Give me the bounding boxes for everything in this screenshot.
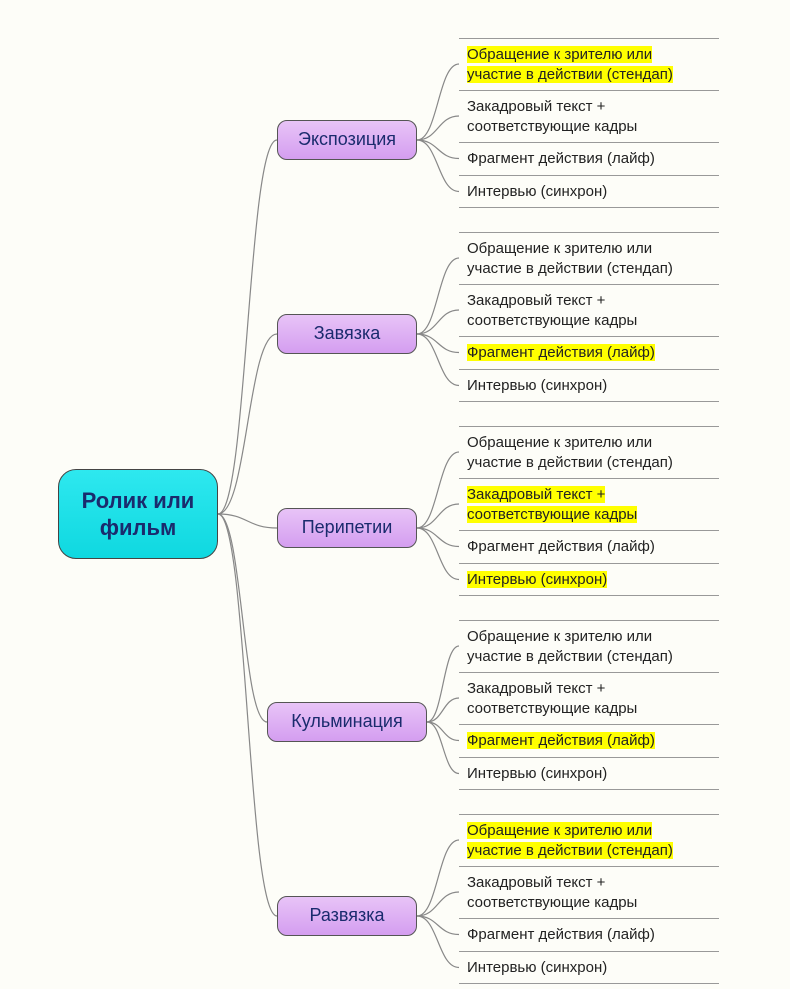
branch-label: Завязка (314, 323, 381, 345)
leaf-item: Интервью (синхрон) (459, 564, 719, 597)
branch-peripetii: Перипетии (277, 508, 417, 548)
leaf-item: Закадровый текст + соответствующие кадры (459, 91, 719, 143)
branch-label: Перипетии (302, 517, 393, 539)
leaf-group-kulminatsiya: Обращение к зрителю или участие в действ… (459, 620, 719, 790)
leaf-item: Фрагмент действия (лайф) (459, 725, 719, 758)
leaf-item: Обращение к зрителю или участие в действ… (459, 233, 719, 285)
leaf-item: Фрагмент действия (лайф) (459, 531, 719, 564)
leaf-item: Закадровый текст + соответствующие кадры (459, 479, 719, 531)
leaf-item: Закадровый текст + соответствующие кадры (459, 867, 719, 919)
branch-kulminatsiya: Кульминация (267, 702, 427, 742)
leaf-item: Интервью (синхрон) (459, 370, 719, 403)
branch-label: Кульминация (291, 711, 402, 733)
leaf-group-razvyazka: Обращение к зрителю или участие в действ… (459, 814, 719, 984)
leaf-item: Интервью (синхрон) (459, 758, 719, 791)
branch-expo: Экспозиция (277, 120, 417, 160)
leaf-item: Закадровый текст + соответствующие кадры (459, 285, 719, 337)
leaf-item: Фрагмент действия (лайф) (459, 337, 719, 370)
leaf-item: Фрагмент действия (лайф) (459, 143, 719, 176)
mindmap-canvas: Ролик или фильм Экспозиция Завязка Перип… (0, 0, 790, 989)
branch-label: Экспозиция (298, 129, 396, 151)
leaf-group-peripetii: Обращение к зрителю или участие в действ… (459, 426, 719, 596)
root-label: Ролик или фильм (75, 487, 201, 542)
leaf-item: Интервью (синхрон) (459, 176, 719, 209)
leaf-item: Обращение к зрителю или участие в действ… (459, 427, 719, 479)
branch-razvyazka: Развязка (277, 896, 417, 936)
branch-zavyazka: Завязка (277, 314, 417, 354)
root-node: Ролик или фильм (58, 469, 218, 559)
leaf-item: Обращение к зрителю или участие в действ… (459, 815, 719, 867)
leaf-item: Фрагмент действия (лайф) (459, 919, 719, 952)
leaf-group-zavyazka: Обращение к зрителю или участие в действ… (459, 232, 719, 402)
leaf-item: Обращение к зрителю или участие в действ… (459, 39, 719, 91)
leaf-item: Обращение к зрителю или участие в действ… (459, 621, 719, 673)
leaf-item: Интервью (синхрон) (459, 952, 719, 985)
leaf-group-expo: Обращение к зрителю или участие в действ… (459, 38, 719, 208)
leaf-item: Закадровый текст + соответствующие кадры (459, 673, 719, 725)
branch-label: Развязка (309, 905, 384, 927)
